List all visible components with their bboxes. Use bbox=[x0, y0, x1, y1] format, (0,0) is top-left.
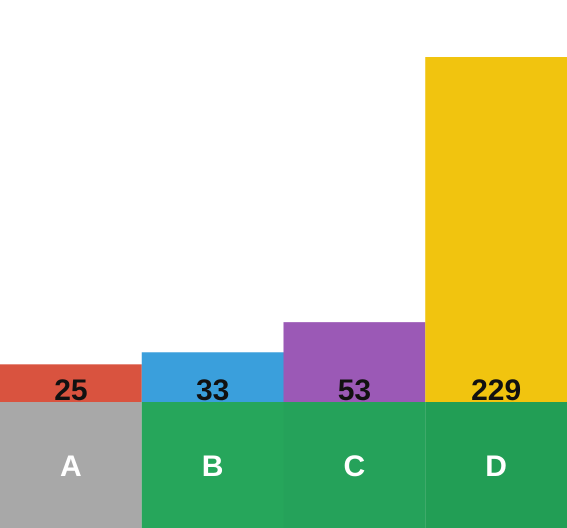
category-tile-d bbox=[425, 402, 567, 528]
category-label-c: C bbox=[344, 450, 366, 483]
value-label-d: 229 bbox=[471, 374, 521, 407]
category-tile-a bbox=[0, 402, 142, 528]
value-label-a: 25 bbox=[54, 374, 87, 407]
category-label-a: A bbox=[60, 450, 82, 483]
category-label-d: D bbox=[485, 450, 507, 483]
bar-b bbox=[141, 352, 284, 402]
category-tiles-group: A B C D bbox=[0, 402, 567, 528]
bar-d bbox=[425, 57, 567, 402]
category-label-b: B bbox=[202, 450, 224, 483]
category-tile-c bbox=[283, 402, 426, 528]
bar-c bbox=[283, 322, 426, 402]
category-tile-b bbox=[141, 402, 284, 528]
value-label-b: 33 bbox=[196, 374, 229, 407]
value-label-c: 53 bbox=[338, 374, 371, 407]
bars-group: 25 33 53 229 bbox=[0, 57, 567, 407]
bar-a bbox=[0, 364, 142, 402]
